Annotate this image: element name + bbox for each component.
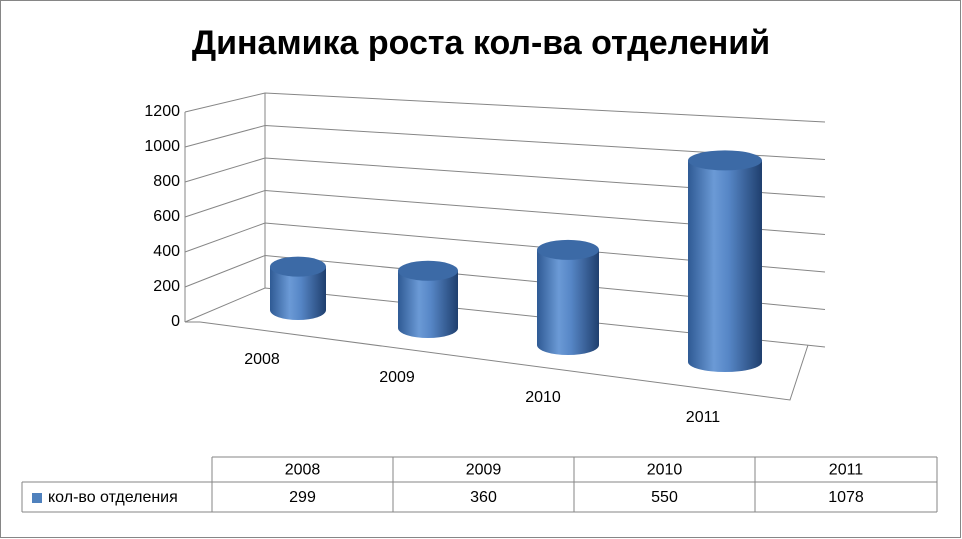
y-tick-label: 600 bbox=[153, 208, 180, 225]
cylinder bbox=[270, 256, 326, 320]
cylinder-body bbox=[688, 160, 762, 372]
legend-label: кол-во отделения bbox=[48, 489, 178, 506]
y-tick-label: 400 bbox=[153, 243, 180, 260]
y-tick-label: 800 bbox=[153, 173, 180, 190]
table-value: 1078 bbox=[828, 489, 864, 506]
table-value: 550 bbox=[651, 489, 678, 506]
table-value: 360 bbox=[470, 489, 497, 506]
x-tick-label: 2011 bbox=[686, 409, 721, 426]
cylinder bbox=[688, 150, 762, 372]
y-tick-label: 1000 bbox=[144, 138, 180, 155]
cylinder bbox=[537, 239, 599, 355]
cylinder-top bbox=[398, 260, 458, 281]
cylinder bbox=[398, 260, 458, 338]
table-header: 2010 bbox=[647, 462, 683, 479]
cylinder-top bbox=[688, 150, 762, 171]
table-header: 2008 bbox=[285, 462, 321, 479]
y-tick-label: 200 bbox=[153, 278, 180, 295]
legend-key bbox=[32, 493, 42, 503]
table-header: 2011 bbox=[829, 462, 864, 479]
cylinder-top bbox=[270, 256, 326, 277]
cylinder-body bbox=[537, 249, 599, 355]
cylinder-top bbox=[537, 239, 599, 260]
cylinder-body bbox=[398, 270, 458, 338]
x-tick-label: 2008 bbox=[244, 351, 280, 368]
x-tick-label: 2010 bbox=[525, 389, 561, 406]
floor-edge bbox=[199, 321, 809, 401]
y-tick-label: 0 bbox=[171, 313, 180, 330]
table-value: 299 bbox=[289, 489, 316, 506]
x-tick-label: 2009 bbox=[379, 369, 415, 386]
y-tick-label: 1200 bbox=[144, 103, 180, 120]
table-header: 2009 bbox=[466, 462, 502, 479]
cylinder-body bbox=[270, 266, 326, 320]
chart-title: Динамика роста кол-ва отделений bbox=[192, 24, 770, 62]
